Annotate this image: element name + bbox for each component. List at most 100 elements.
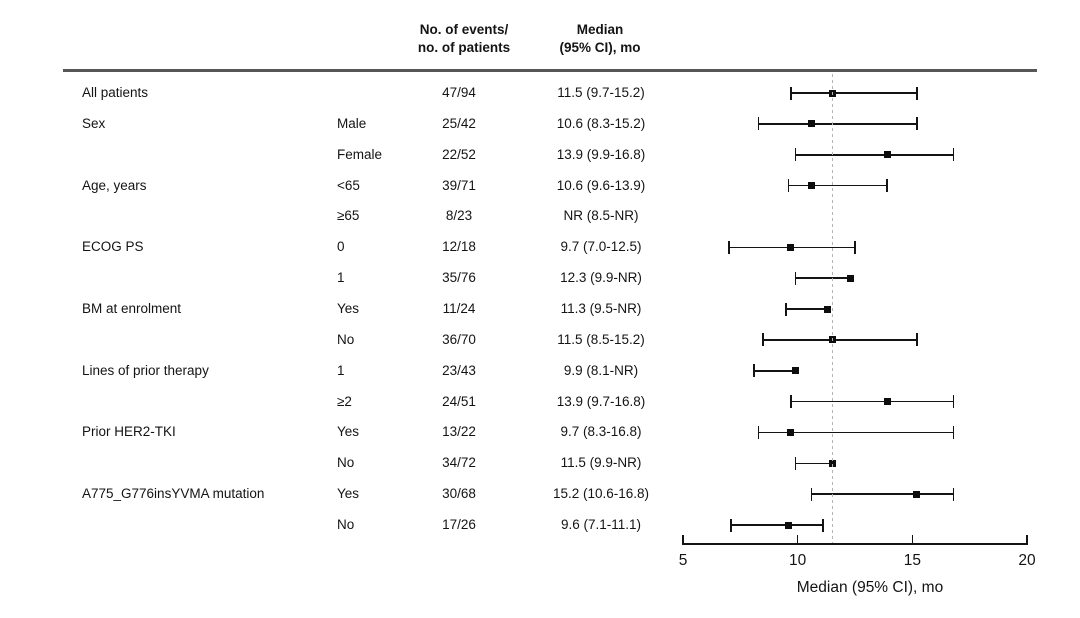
events-value: 39/71 [442, 177, 476, 193]
subgroup-label: Male [337, 115, 367, 131]
median-ci-value: 15.2 (10.6-16.8) [552, 486, 650, 502]
x-axis-tick-label: 20 [1018, 552, 1036, 569]
ci-cap-lower [794, 456, 797, 470]
ci-cap-upper [854, 240, 856, 254]
median-marker [883, 398, 891, 406]
x-axis-tick-label: 10 [789, 552, 807, 569]
median-ci-value: 9.7 (7.0-12.5) [560, 239, 642, 255]
group-label: Prior HER2-TKI [82, 424, 176, 440]
ci-bar [731, 524, 823, 526]
ci-cap-upper [952, 395, 955, 409]
ci-cap-lower [794, 148, 797, 162]
x-axis-line [682, 543, 1028, 545]
subgroup-label: No [337, 331, 355, 347]
median-ci-value: 11.5 (8.5-15.2) [557, 331, 645, 347]
median-marker [784, 521, 792, 529]
ci-cap-lower [794, 271, 797, 285]
ci-bar [758, 123, 917, 125]
subgroup-label: ≥65 [337, 208, 360, 224]
subgroup-label: Yes [337, 486, 360, 502]
subgroup-label: 0 [337, 239, 345, 255]
column-header-median-line1: Median [576, 22, 624, 37]
events-value: 8/23 [445, 208, 473, 224]
median-marker [823, 305, 831, 313]
ci-cap-lower [762, 333, 765, 347]
x-axis-tick [1026, 534, 1028, 543]
median-ci-value: 10.6 (9.6-13.9) [556, 177, 646, 193]
subgroup-label: 1 [337, 362, 345, 378]
median-ci-value: 13.9 (9.9-16.8) [556, 146, 646, 162]
x-axis-tick [796, 534, 799, 543]
median-marker [807, 182, 815, 190]
ci-cap-lower [785, 302, 787, 316]
column-header-median: Median (95% CI), mo [510, 21, 690, 57]
column-header-events: No. of events/ no. of patients [374, 21, 554, 57]
subgroup-label: No [337, 517, 355, 533]
column-header-events-line2: no. of patients [417, 40, 511, 55]
ci-bar [758, 431, 954, 434]
x-axis-tick [682, 534, 684, 543]
events-value: 22/52 [442, 146, 476, 162]
ci-cap-upper [886, 179, 888, 193]
ci-bar [795, 153, 954, 156]
ci-cap-lower [757, 117, 760, 131]
events-value: 13/22 [442, 424, 476, 440]
ci-cap-lower [757, 425, 760, 439]
events-value: 35/76 [442, 270, 476, 286]
ci-bar [811, 493, 954, 495]
x-axis-title: Median (95% CI), mo [796, 579, 944, 596]
median-ci-value: 11.5 (9.7-15.2) [557, 85, 645, 100]
x-axis-tick-label: 15 [903, 552, 921, 569]
ci-bar [795, 277, 851, 279]
median-marker [807, 120, 815, 128]
ci-bar [788, 184, 888, 187]
header-rule [63, 69, 1037, 72]
subgroup-label: Yes [337, 301, 360, 317]
ci-bar [754, 369, 796, 372]
median-ci-value: NR (8.5-NR) [563, 208, 639, 224]
ci-bar [786, 308, 828, 310]
ci-cap-lower [728, 240, 730, 254]
median-marker [913, 490, 921, 498]
x-axis-tick [911, 534, 914, 543]
median-marker [846, 274, 854, 282]
ci-bar [795, 462, 833, 465]
group-label: ECOG PS [82, 239, 144, 255]
subgroup-label: 1 [337, 270, 345, 286]
median-ci-value: 11.3 (9.5-NR) [560, 301, 642, 317]
ci-cap-upper [916, 86, 918, 100]
group-label: A775_G776insYVMA mutation [82, 486, 265, 502]
events-value: 25/42 [442, 115, 476, 131]
ci-cap-upper [952, 425, 955, 439]
median-ci-value: 9.9 (8.1-NR) [563, 362, 639, 378]
group-label: Sex [82, 115, 106, 131]
median-marker [883, 151, 891, 159]
group-label: All patients [82, 85, 149, 100]
median-ci-value: 11.5 (9.9-NR) [560, 455, 642, 471]
ci-cap-lower [789, 395, 792, 409]
events-value: 36/70 [442, 331, 476, 347]
ci-bar [790, 92, 917, 94]
subgroup-label: ≥2 [337, 393, 352, 409]
median-marker [787, 243, 795, 251]
ci-cap-lower [730, 518, 732, 532]
events-value: 17/26 [442, 517, 476, 533]
ci-cap-upper [952, 487, 955, 501]
ci-cap-lower [810, 487, 813, 501]
column-header-median-line2: (95% CI), mo [559, 40, 641, 55]
subgroup-label: Female [337, 146, 383, 162]
ci-cap-lower [787, 179, 790, 193]
group-label: Age, years [82, 177, 147, 193]
median-ci-value: 10.6 (8.3-15.2) [556, 115, 646, 131]
events-value: 30/68 [442, 486, 476, 502]
median-ci-value: 9.6 (7.1-11.1) [560, 517, 642, 533]
median-ci-value: 9.7 (8.3-16.8) [560, 424, 642, 440]
subgroup-label: Yes [337, 424, 360, 440]
events-value: 11/24 [442, 301, 476, 317]
group-label: BM at enrolment [82, 301, 182, 317]
median-ci-value: 13.9 (9.7-16.8) [556, 393, 646, 409]
ci-cap-upper [916, 117, 918, 131]
x-axis-tick-label: 5 [678, 552, 688, 569]
column-header-events-line1: No. of events/ [419, 22, 509, 37]
